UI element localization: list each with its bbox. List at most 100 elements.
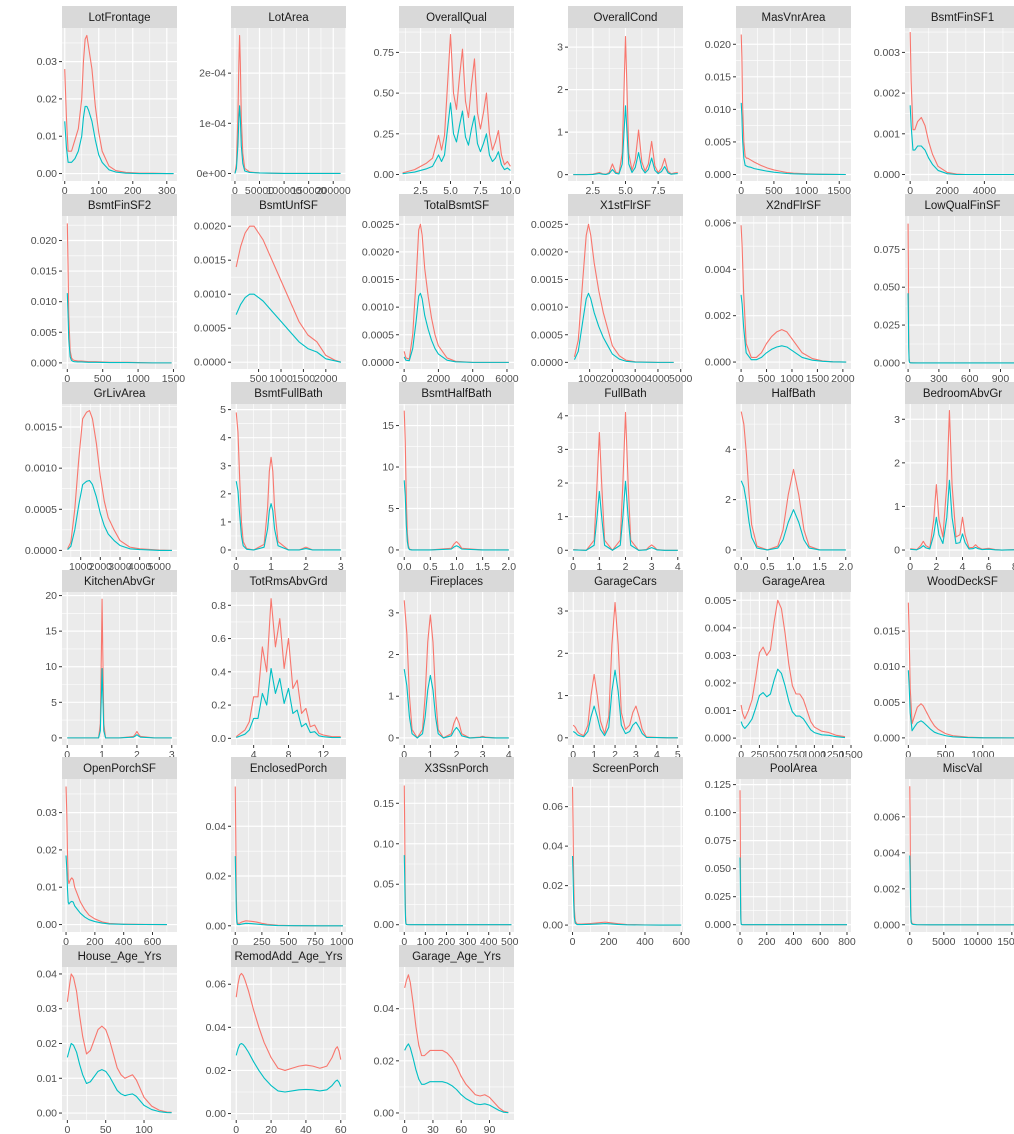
- x-tick-label: 400: [636, 936, 654, 948]
- facet-strip: [568, 570, 683, 592]
- x-tick-label: 0: [907, 936, 913, 948]
- y-tick-label: 0.006: [874, 811, 900, 823]
- y-tick-label: 1: [557, 511, 563, 523]
- facet-strip: [62, 194, 177, 216]
- y-tick-label: 0.00: [374, 169, 395, 181]
- facet-panel-garagecars: GarageCars 0 1 2 3 4 5 0 1 2 3: [557, 570, 683, 761]
- y-tick-label: 0.04: [37, 968, 58, 980]
- density-line-red: [67, 410, 172, 551]
- facet-title: BsmtUnfSF: [259, 200, 318, 212]
- y-tick-label: 15: [45, 626, 57, 638]
- x-tick-label: 0: [63, 936, 69, 948]
- y-tick-label: 1: [220, 516, 226, 528]
- facet-title: BsmtFinSF1: [931, 12, 994, 24]
- y-tick-label: 0.50: [374, 88, 395, 100]
- density-line-red: [740, 599, 846, 738]
- x-tick-label: 0: [738, 749, 744, 761]
- y-tick-label: 0.125: [705, 779, 731, 791]
- y-tick-label: 0.0000: [531, 357, 563, 369]
- y-tick-label: 0.001: [874, 128, 900, 140]
- facet-title: LowQualFinSF: [924, 200, 1000, 212]
- y-tick-label: 2: [557, 478, 563, 490]
- x-tick-label: 0: [64, 749, 70, 761]
- y-tick-label: 10: [45, 661, 57, 673]
- facet-panel-fireplaces: Fireplaces 0 1 2 3 4 0 1 2 3: [388, 570, 514, 761]
- facet-panel-garage-age-yrs: Garage_Age_Yrs 0 30 60 90 0.00 0.02 0.04: [374, 945, 514, 1134]
- y-tick-label: 0.0005: [531, 329, 563, 341]
- facet-panel-bedroomabvgr: BedroomAbvGr 0 2 4 6 8 0 1 2 3: [894, 382, 1014, 573]
- y-tick-label: 0.0020: [362, 246, 394, 258]
- x-tick-label: 0: [232, 936, 238, 948]
- y-tick-label: 0.10: [374, 838, 395, 850]
- x-tick-label: 4: [251, 749, 257, 761]
- facet-title: KitchenAbvGr: [84, 576, 155, 588]
- y-tick-label: 0.002: [874, 883, 900, 895]
- y-tick-label: 2: [220, 488, 226, 500]
- facet-title: TotalBsmtSF: [424, 200, 489, 212]
- x-tick-label: 2: [933, 561, 939, 573]
- density-line-teal: [740, 294, 847, 363]
- facet-title: GarageCars: [594, 576, 657, 588]
- facet-strip: [905, 570, 1014, 592]
- facet-strip: [399, 570, 514, 592]
- x-tick-label: 0: [738, 185, 744, 197]
- y-tick-label: 0.0015: [362, 274, 394, 286]
- x-tick-label: 6: [986, 561, 992, 573]
- y-tick-label: 0: [388, 732, 394, 744]
- y-tick-label: 0.0005: [194, 323, 226, 335]
- x-tick-label: 2: [612, 749, 618, 761]
- y-tick-label: 1e-04: [199, 118, 226, 130]
- y-tick-label: 0.0010: [362, 302, 394, 314]
- density-line-teal: [571, 855, 682, 926]
- x-tick-label: 4: [675, 561, 681, 573]
- facet-panel-screenporch: ScreenPorch 0 200 400 600 0.00 0.02 0.04 0.06: [543, 757, 690, 948]
- y-tick-label: 0.050: [705, 863, 731, 875]
- y-tick-label: 0.02: [206, 871, 227, 883]
- x-tick-label: 600: [811, 936, 829, 948]
- facet-title: OverallQual: [426, 12, 487, 24]
- y-tick-label: 5: [388, 503, 394, 515]
- y-tick-label: 0.75: [374, 47, 395, 59]
- y-tick-label: 0.005: [705, 136, 731, 148]
- density-line-red: [404, 974, 509, 1113]
- facet-title: Fireplaces: [430, 576, 483, 588]
- y-tick-label: 0.0010: [531, 302, 563, 314]
- x-tick-label: 0: [401, 373, 407, 385]
- facet-strip: [736, 757, 851, 779]
- facet-title: X1stFlrSF: [600, 200, 651, 212]
- facet-strip: [568, 194, 683, 216]
- y-tick-label: 0.015: [31, 266, 57, 278]
- x-tick-label: 2: [454, 749, 460, 761]
- y-tick-label: 0.02: [37, 844, 58, 856]
- y-tick-label: 0.0: [211, 733, 226, 745]
- y-tick-label: 0.000: [874, 357, 900, 369]
- y-tick-label: 0.003: [874, 47, 900, 59]
- y-tick-label: 0.003: [705, 650, 731, 662]
- panel-background: [399, 967, 514, 1120]
- x-tick-label: 40: [300, 1124, 312, 1134]
- x-tick-label: 1: [427, 749, 433, 761]
- facet-strip: [231, 757, 346, 779]
- density-line-red: [402, 33, 511, 174]
- x-tick-label: 1: [591, 749, 597, 761]
- facet-strip: [399, 945, 514, 967]
- panel-background: [905, 592, 1014, 745]
- y-tick-label: 0.00: [206, 920, 227, 932]
- y-tick-label: 0: [557, 169, 563, 181]
- y-tick-label: 0: [894, 545, 900, 557]
- facet-title: LotFrontage: [88, 12, 150, 24]
- x-tick-label: 1: [99, 749, 105, 761]
- facet-panel-totrmsabvgrd: TotRmsAbvGrd 4 8 12 0.0 0.2 0.4 0.6 0.8: [211, 570, 346, 761]
- x-tick-label: 12: [318, 749, 330, 761]
- facet-strip: [62, 6, 177, 28]
- x-tick-label: 0: [232, 185, 238, 197]
